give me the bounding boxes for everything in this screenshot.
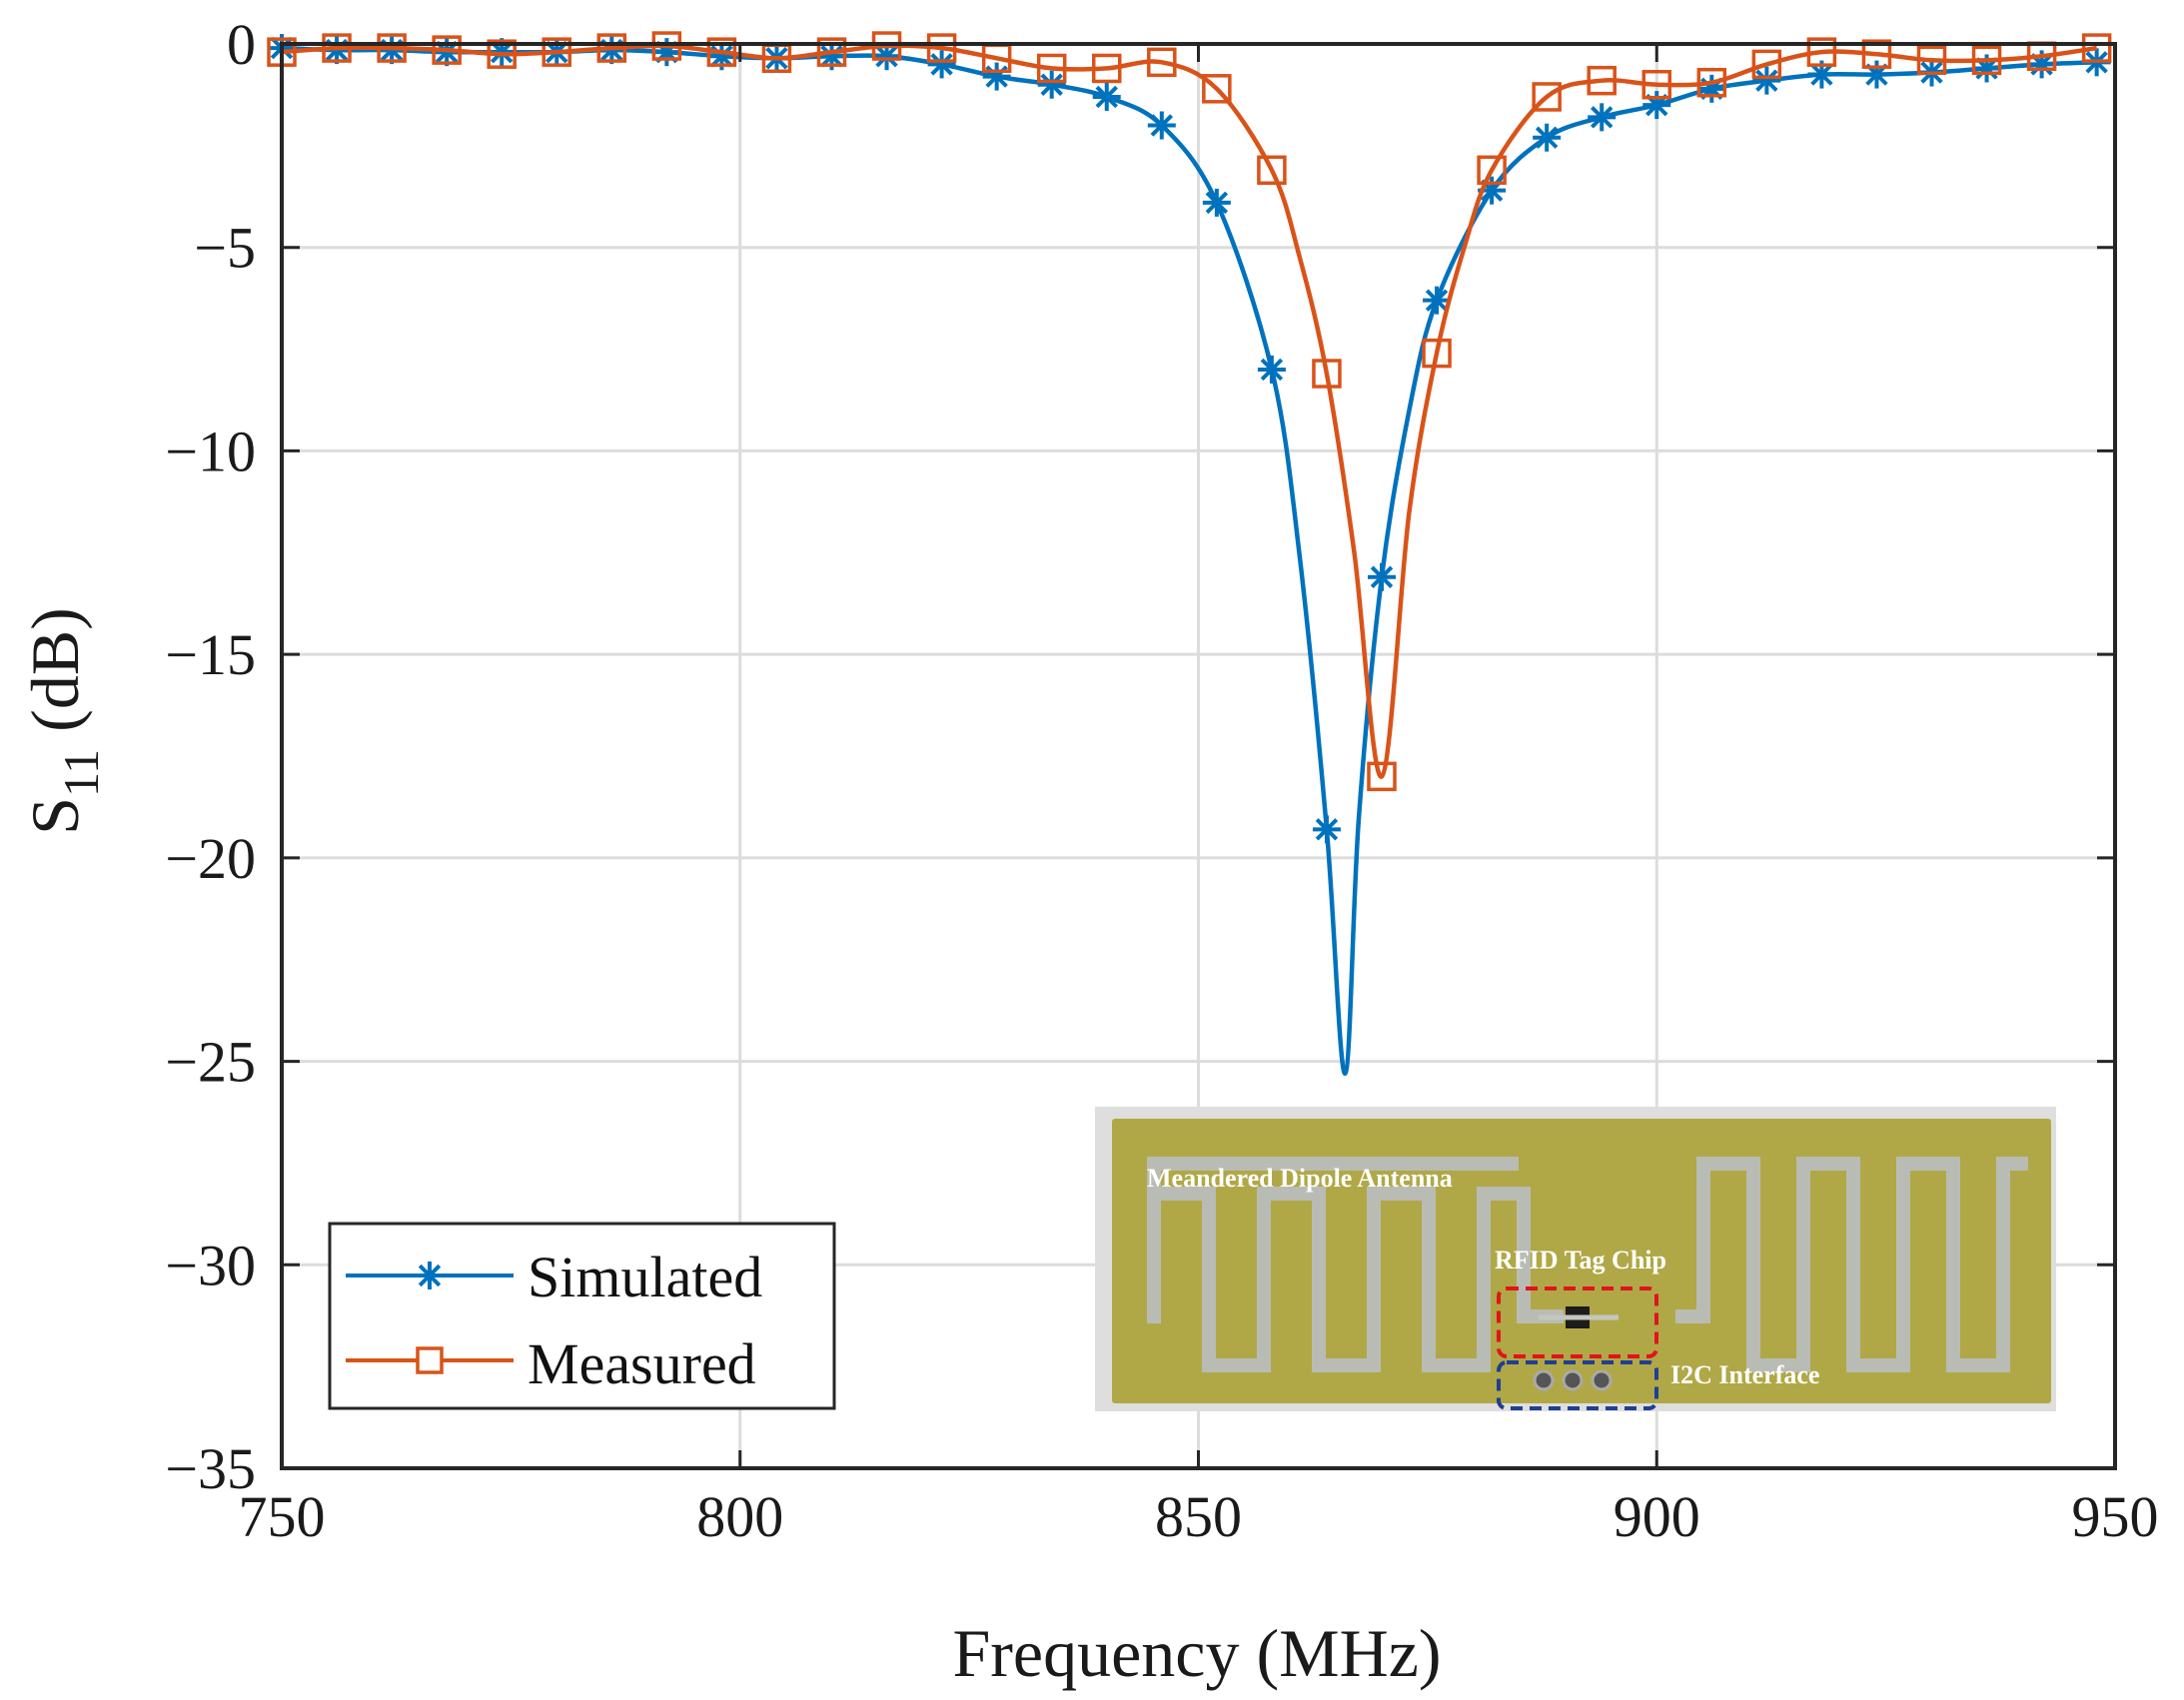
marker-simulated-840 <box>1092 82 1121 111</box>
label-i2c-interface: I2C Interface <box>1670 1360 1819 1389</box>
x-tick-label-750: 750 <box>239 1484 326 1549</box>
x-tick-label-900: 900 <box>1614 1484 1700 1549</box>
marker-measured-924 <box>1861 39 1892 69</box>
x-tick-label-800: 800 <box>696 1484 783 1549</box>
legend-asterisk <box>416 1262 444 1289</box>
marker-measured-816 <box>871 31 902 61</box>
marker-simulated-864 <box>1312 815 1341 844</box>
marker-simulated-822 <box>927 50 956 79</box>
marker-measured-936 <box>1971 45 2002 76</box>
marker-measured-798 <box>706 37 737 67</box>
asterisk-stroke-3 <box>1810 63 1833 86</box>
legend: Simulated Measured <box>328 1222 836 1410</box>
marker-measured-870 <box>1367 761 1397 792</box>
y-tick-label-7: −35 <box>165 1436 256 1501</box>
marker-measured-864 <box>1312 359 1342 389</box>
marker-measured-780 <box>542 37 571 67</box>
marker-simulated-870 <box>1368 562 1396 591</box>
legend-label-measured: Measured <box>528 1331 756 1396</box>
y-tick-label-2: −10 <box>165 419 256 483</box>
marker-simulated-894 <box>1588 103 1617 132</box>
marker-measured-876 <box>1422 338 1452 369</box>
y-tick-label-0: 0 <box>227 12 256 77</box>
asterisk-stroke-3 <box>1535 126 1559 149</box>
tick-labels: 750 800 850 900 950 0 −5 −10 −15 −20 −25 −30 −35 <box>165 12 2158 1549</box>
label-meandered-dipole-antenna: Meandered Dipole Antenna <box>1147 1164 1453 1193</box>
legend-box <box>328 1222 836 1410</box>
marker-measured-852 <box>1202 74 1232 104</box>
marker-simulated-888 <box>1533 123 1562 152</box>
marker-measured-762 <box>377 33 407 63</box>
marker-measured-756 <box>322 33 352 63</box>
x-axis-label: Frequency (MHz) <box>952 1615 1441 1691</box>
marker-measured-846 <box>1147 47 1177 78</box>
asterisk-stroke-3 <box>1425 289 1449 312</box>
y-label-subscript: 11 <box>53 749 109 797</box>
marker-measured-906 <box>1696 67 1727 98</box>
marker-measured-792 <box>651 31 682 61</box>
asterisk-stroke-3 <box>1095 85 1118 109</box>
antenna-photo-inset: Meandered Dipole Antenna RFID Tag Chip I… <box>1095 1107 2056 1411</box>
rfid-chip-highlight-box <box>1497 1286 1658 1358</box>
x-tick-label-950: 950 <box>2072 1484 2159 1549</box>
x-tick-label-850: 850 <box>1155 1484 1242 1549</box>
legend-marker-simulated <box>416 1262 444 1289</box>
marker-simulated-834 <box>1037 70 1066 99</box>
marker-measured-912 <box>1751 49 1782 80</box>
connector-pin-2 <box>1562 1369 1584 1391</box>
marker-simulated-876 <box>1423 286 1452 315</box>
label-rfid-tag-chip: RFID Tag Chip <box>1495 1246 1666 1275</box>
y-tick-label-5: −25 <box>165 1030 256 1095</box>
marker-measured-774 <box>487 39 517 69</box>
marker-measured-768 <box>432 35 462 65</box>
asterisk-stroke-3 <box>418 1264 442 1287</box>
asterisk-stroke-3 <box>875 45 898 68</box>
marker-measured-786 <box>596 33 627 63</box>
meander-trace <box>1147 1157 2028 1372</box>
marker-measured-834 <box>1036 53 1067 84</box>
y-tick-label-6: −30 <box>165 1233 256 1297</box>
marker-simulated-852 <box>1202 188 1231 217</box>
legend-label-simulated: Simulated <box>528 1245 762 1309</box>
y-label-suffix: (dB) <box>17 607 93 749</box>
asterisk-stroke-3 <box>1040 73 1063 96</box>
i2c-interface-highlight-box <box>1497 1360 1658 1410</box>
marker-measured-840 <box>1092 53 1122 84</box>
marker-measured-888 <box>1532 82 1562 112</box>
marker-simulated-846 <box>1147 111 1176 140</box>
marker-measured-822 <box>926 33 957 63</box>
asterisk-stroke-3 <box>930 53 953 76</box>
asterisk-stroke-3 <box>1260 358 1284 382</box>
pcb-board <box>1112 1119 2051 1403</box>
marker-simulated-858 <box>1257 355 1286 384</box>
y-label-base: S <box>17 797 93 835</box>
y-tick-label-3: −15 <box>165 622 256 687</box>
legend-marker-measured <box>416 1346 444 1374</box>
asterisk-stroke-3 <box>710 45 733 68</box>
asterisk-stroke-3 <box>1370 565 1394 588</box>
y-tick-label-4: −20 <box>165 826 256 891</box>
marker-measured-900 <box>1641 69 1671 100</box>
connector-pin-3 <box>1591 1369 1613 1391</box>
asterisk-stroke-3 <box>1590 106 1614 129</box>
y-tick-label-1: −5 <box>194 216 256 281</box>
asterisk-stroke-3 <box>1755 69 1778 92</box>
connector-pin-1 <box>1533 1369 1555 1391</box>
marker-measured-948 <box>2081 33 2112 63</box>
marker-measured-858 <box>1257 155 1287 186</box>
marker-measured-882 <box>1477 155 1507 186</box>
marker-measured-810 <box>816 37 847 67</box>
asterisk-stroke-3 <box>1205 191 1229 215</box>
asterisk-stroke-3 <box>1315 818 1339 841</box>
series-markers-measured <box>267 31 2112 792</box>
marker-measured-894 <box>1587 65 1617 96</box>
axes-frame <box>280 42 2117 1470</box>
marker-measured-930 <box>1916 45 1947 76</box>
asterisk-stroke-3 <box>1150 114 1174 137</box>
marker-simulated-912 <box>1752 66 1781 95</box>
y-axis-label: S11 (dB) <box>17 607 109 835</box>
marker-measured-918 <box>1806 37 1837 67</box>
